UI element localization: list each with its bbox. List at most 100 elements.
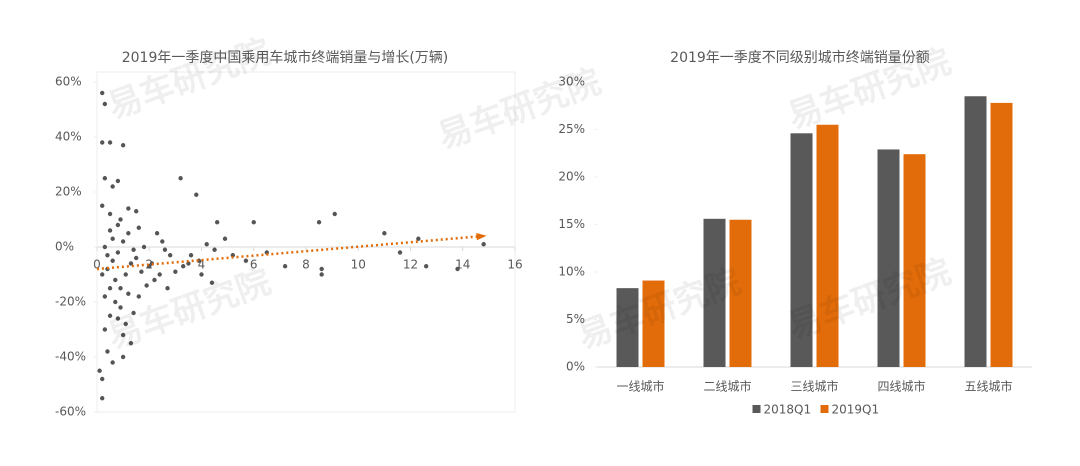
scatter-point — [107, 211, 113, 217]
bar — [877, 149, 900, 367]
plot-frame — [96, 71, 516, 413]
scatter-point — [319, 266, 324, 272]
scatter-point — [110, 258, 115, 263]
scatter-point — [152, 277, 157, 283]
y-tick-label: -40% — [55, 350, 86, 364]
x-tick-label: 二线城市 — [703, 379, 751, 394]
scatter-point — [107, 228, 113, 233]
scatter-point — [100, 140, 105, 145]
scatter-point — [126, 206, 131, 211]
y-tick-label: 25% — [558, 122, 585, 136]
scatter-point — [282, 264, 288, 269]
scatter-point — [397, 250, 403, 255]
scatter-point — [154, 231, 160, 236]
y-tick-label: 0% — [566, 360, 585, 374]
x-tick-label: 三线城市 — [790, 379, 838, 394]
y-tick-label: 60% — [55, 75, 82, 89]
bar — [790, 133, 813, 367]
scatter-point — [115, 222, 121, 228]
scatter-point — [160, 239, 165, 244]
scatter-point — [100, 376, 105, 382]
chart-title: 2019年一季度不同级别城市终端销量份额 — [670, 49, 930, 66]
scatter-point — [209, 280, 215, 285]
scatter-point — [120, 354, 126, 360]
scatter-point — [100, 272, 105, 277]
legend-swatch — [820, 405, 829, 413]
scatter-point — [204, 242, 209, 247]
scatter-point — [165, 286, 170, 291]
bar — [964, 96, 987, 367]
scatter-point — [110, 184, 115, 189]
scatter-point — [105, 253, 110, 258]
scatter-point — [115, 316, 121, 321]
scatter-point — [113, 299, 118, 305]
trendline-arrow — [476, 232, 487, 241]
scatter-point — [131, 310, 136, 316]
x-tick-label: 12 — [403, 258, 418, 272]
bar — [642, 280, 665, 367]
y-tick-label: 15% — [558, 217, 585, 231]
y-tick-label: -20% — [55, 295, 86, 309]
scatter-point — [173, 269, 178, 274]
scatter-point — [131, 247, 136, 252]
scatter-point — [382, 231, 387, 236]
scatter-point — [133, 255, 139, 261]
scatter-point — [118, 217, 123, 222]
scatter-point — [133, 209, 139, 214]
bar — [616, 288, 639, 367]
scatter-point — [481, 242, 486, 247]
scatter-point — [107, 286, 113, 291]
scatter-point — [162, 247, 168, 252]
scatter-point — [126, 291, 131, 296]
y-tick-label: 30% — [558, 75, 585, 89]
legend-label: 2019Q1 — [832, 403, 880, 417]
scatter-point — [97, 368, 102, 373]
scatter-point — [128, 341, 134, 346]
scatter-point — [118, 305, 123, 310]
scatter-point — [102, 176, 108, 181]
x-tick-label: 0 — [93, 258, 101, 272]
legend-label: 2018Q1 — [764, 403, 812, 417]
scatter-point — [115, 178, 121, 184]
scatter-point — [144, 283, 149, 288]
scatter-point — [110, 360, 115, 365]
scatter-point — [423, 264, 429, 269]
scatter-point — [181, 264, 186, 269]
x-tick-label: 10 — [351, 258, 366, 272]
scatter-point — [251, 220, 256, 225]
scatter-point — [115, 250, 121, 255]
x-tick-label: 一线城市 — [616, 379, 664, 394]
x-tick-label: 8 — [302, 258, 310, 272]
bar — [703, 218, 726, 367]
scatter-point — [123, 321, 128, 327]
scatter-point — [118, 286, 123, 291]
scatter-point — [136, 294, 141, 299]
scatter-point — [222, 236, 228, 241]
scatter-point — [455, 266, 460, 272]
scatter-point — [120, 239, 126, 244]
scatter-point — [110, 236, 115, 241]
chart-title: 2019年一季度中国乘用车城市终端销量与增长(万辆) — [122, 49, 449, 66]
scatter-point — [107, 313, 113, 318]
scatter-point — [319, 272, 324, 277]
scatter-point — [128, 261, 134, 266]
y-tick-label: 10% — [558, 265, 585, 279]
scatter-point — [416, 236, 421, 241]
y-tick-label: 20% — [55, 185, 82, 199]
scatter-point — [332, 211, 337, 217]
y-tick-label: 40% — [55, 130, 82, 144]
scatter-point — [123, 272, 128, 277]
y-tick-label: 5% — [566, 312, 585, 326]
scatter-point — [243, 258, 249, 263]
scatter-point — [100, 90, 105, 96]
scatter-point — [194, 192, 199, 197]
scatter-point — [102, 294, 108, 299]
bar — [990, 102, 1013, 368]
scatter-point — [120, 143, 126, 148]
scatter-point — [157, 272, 162, 277]
scatter-point — [199, 272, 204, 277]
scatter-point — [178, 176, 183, 181]
scatter-point — [136, 225, 141, 230]
